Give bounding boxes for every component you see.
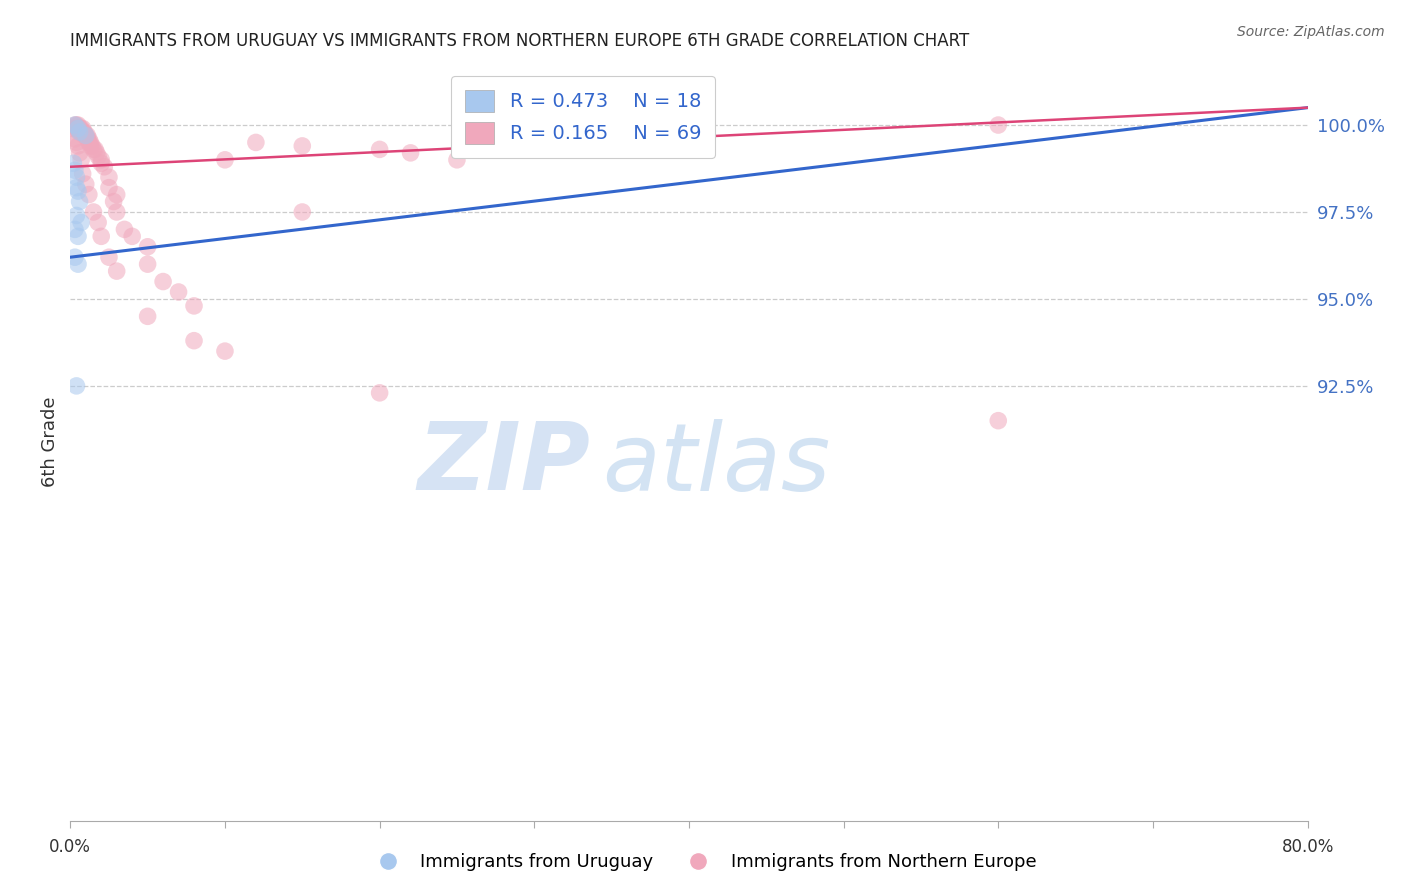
Text: 0.0%: 0.0% [49,838,91,856]
Point [93,160,115,174]
Point [63,118,86,132]
Text: 80.0%: 80.0% [1281,838,1334,856]
Point [63,222,86,236]
Point [67,184,90,198]
Point [77,187,100,202]
Point [152,275,174,289]
Point [84,142,107,156]
Y-axis label: 6th Grade: 6th Grade [41,396,59,487]
Point [69,121,91,136]
Point [90,229,112,244]
Point [136,240,159,254]
Point [75,128,97,143]
Point [77,136,100,150]
Point [69,145,91,160]
Point [63,118,86,132]
Point [72,167,94,181]
Point [65,379,87,393]
Point [70,215,93,229]
Legend: Immigrants from Uruguay, Immigrants from Northern Europe: Immigrants from Uruguay, Immigrants from… [363,847,1043,879]
Point [70,121,93,136]
Point [987,118,1010,132]
Text: atlas: atlas [602,418,831,510]
Point [69,194,91,209]
Point [65,170,87,185]
Point [114,222,135,236]
Point [82,205,105,219]
Point [65,180,87,194]
Point [69,125,91,139]
Point [183,334,205,348]
Point [183,299,205,313]
Point [75,128,97,143]
Point [105,264,128,278]
Point [167,285,190,299]
Point [69,125,91,139]
Point [214,344,236,359]
Point [136,310,159,324]
Point [65,209,87,223]
Point [67,121,90,136]
Point [67,118,90,132]
Point [291,205,314,219]
Point [103,194,125,209]
Point [67,139,90,153]
Point [75,177,97,191]
Point [76,132,98,146]
Text: ZIP: ZIP [418,418,591,510]
Point [90,156,112,170]
Point [63,132,86,146]
Point [67,229,90,244]
Point [98,170,120,185]
Point [368,385,391,400]
Point [65,136,87,150]
Point [63,163,86,178]
Point [87,149,110,163]
Point [70,125,93,139]
Text: IMMIGRANTS FROM URUGUAY VS IMMIGRANTS FROM NORTHERN EUROPE 6TH GRADE CORRELATION: IMMIGRANTS FROM URUGUAY VS IMMIGRANTS FR… [70,32,970,50]
Point [82,142,105,156]
Point [523,128,546,143]
Point [90,153,112,167]
Point [105,205,128,219]
Point [80,139,103,153]
Point [399,145,422,160]
Point [214,153,236,167]
Point [62,121,84,136]
Point [63,250,86,264]
Point [73,125,96,139]
Point [67,257,90,271]
Point [79,136,101,150]
Point [70,153,93,167]
Text: Source: ZipAtlas.com: Source: ZipAtlas.com [1237,25,1385,39]
Point [67,121,90,136]
Point [65,118,87,132]
Point [368,142,391,156]
Point [616,118,638,132]
Point [86,145,108,160]
Point [72,121,94,136]
Point [87,215,110,229]
Point [65,121,87,136]
Point [446,153,468,167]
Point [245,136,267,150]
Point [136,257,159,271]
Point [73,128,96,143]
Point [987,414,1010,428]
Point [62,156,84,170]
Point [121,229,143,244]
Point [72,125,94,139]
Point [77,132,100,146]
Point [75,128,97,143]
Point [79,139,101,153]
Point [98,180,120,194]
Point [98,250,120,264]
Point [76,128,98,143]
Legend: R = 0.473    N = 18, R = 0.165    N = 69: R = 0.473 N = 18, R = 0.165 N = 69 [451,76,714,158]
Point [291,139,314,153]
Point [105,187,128,202]
